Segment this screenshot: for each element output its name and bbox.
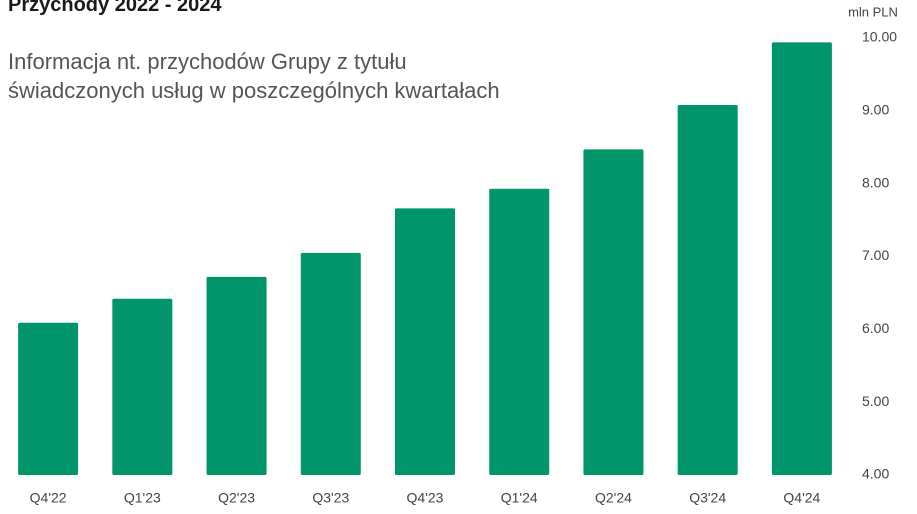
- bar: [395, 208, 455, 475]
- y-tick-label: 6.00: [862, 320, 889, 336]
- y-tick-label: 7.00: [862, 247, 889, 263]
- bar: [677, 105, 738, 476]
- bar: [300, 252, 361, 475]
- x-tick-label: Q1'23: [124, 490, 161, 506]
- bar: [583, 149, 644, 475]
- bar: [112, 298, 173, 475]
- chart-title: Przychody 2022 - 2024: [8, 0, 222, 16]
- x-tick-label: Q3'24: [689, 490, 726, 506]
- y-tick-label: 9.00: [862, 102, 889, 118]
- x-tick-label: Q4'24: [783, 490, 820, 506]
- x-tick-label: Q4'22: [30, 490, 67, 506]
- x-tick-label: Q1'24: [501, 490, 538, 506]
- chart-subtitle: Informacja nt. przychodów Grupy z tytułu…: [8, 49, 500, 103]
- bar: [489, 188, 550, 475]
- y-axis-label: mln PLN: [848, 4, 898, 19]
- y-tick-label: 10.00: [862, 29, 897, 45]
- x-tick-label: Q4'23: [407, 490, 444, 506]
- x-tick-label: Q3'23: [312, 490, 349, 506]
- x-tick-label: Q2'24: [595, 490, 632, 506]
- y-tick-label: 4.00: [862, 466, 889, 482]
- y-tick-label: 8.00: [862, 174, 889, 190]
- bar: [206, 276, 267, 475]
- y-tick-label: 5.00: [862, 393, 889, 409]
- bar: [771, 42, 832, 476]
- x-tick-label: Q2'23: [218, 490, 255, 506]
- bar: [18, 322, 79, 475]
